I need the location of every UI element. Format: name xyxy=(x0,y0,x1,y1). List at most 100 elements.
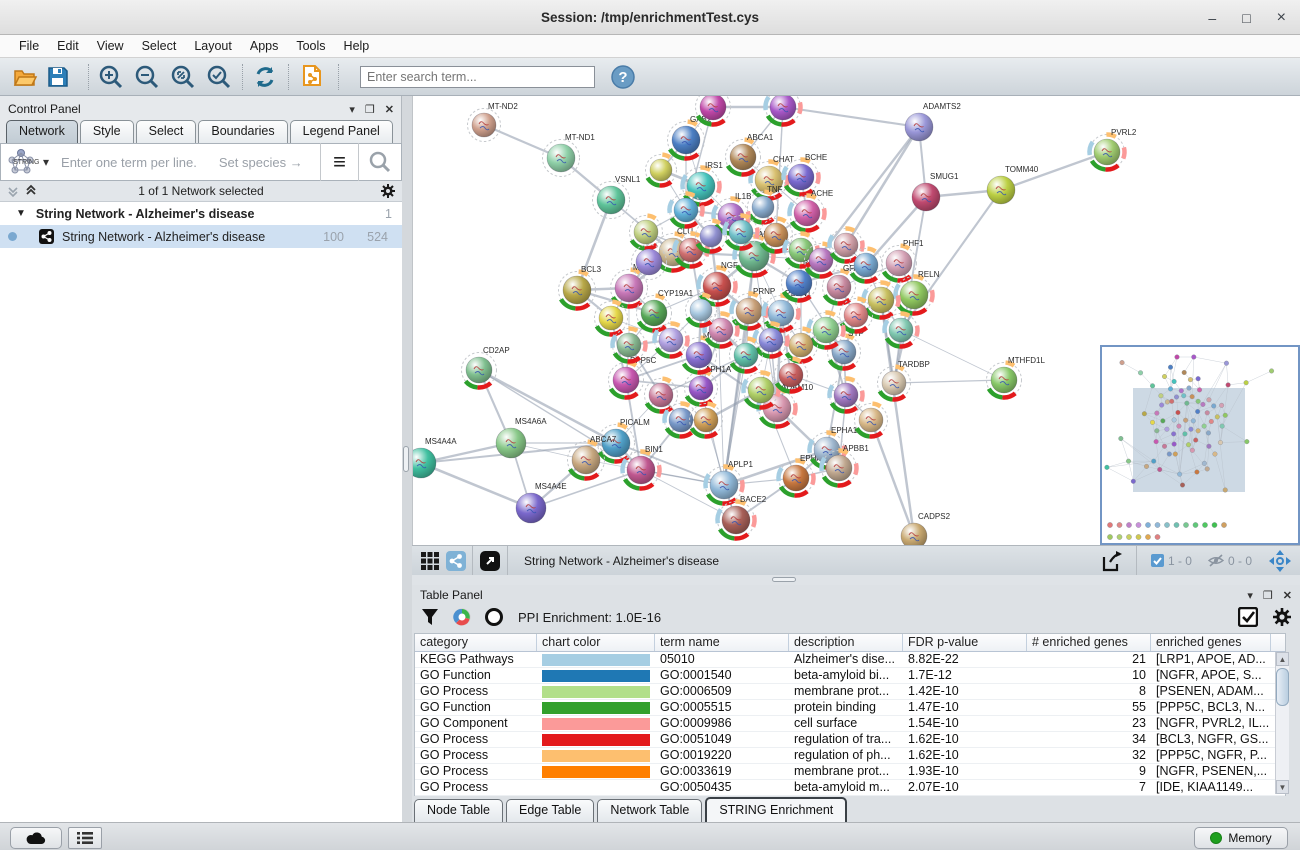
network-node[interactable] xyxy=(652,321,690,359)
network-node[interactable] xyxy=(631,244,667,280)
column-header-chart-color[interactable]: chart color xyxy=(537,634,655,651)
horizontal-splitter[interactable] xyxy=(412,575,1300,585)
network-node[interactable] xyxy=(774,356,808,394)
collection-expander-icon[interactable]: ▼ xyxy=(16,208,26,219)
string-search-icon[interactable] xyxy=(359,151,401,173)
birdseye-view[interactable] xyxy=(1100,345,1300,545)
menu-item-edit[interactable]: Edit xyxy=(57,39,79,53)
network-node[interactable]: SMUG1 xyxy=(911,172,959,212)
network-node[interactable] xyxy=(827,226,865,264)
network-node[interactable]: RELN xyxy=(893,270,940,316)
network-list-gear-icon[interactable] xyxy=(380,183,396,199)
network-node[interactable] xyxy=(695,218,727,254)
network-node[interactable]: ABCA7 xyxy=(567,435,617,481)
tab-legend-panel[interactable]: Legend Panel xyxy=(289,120,393,143)
network-canvas[interactable]: MT-ND2 MT-ND1 VSNL1 GAB2 IRS1 CHAT BCHE ABCA1 TN… xyxy=(412,96,1300,545)
network-node[interactable]: MT-ND2 xyxy=(467,102,519,142)
export-network-icon[interactable] xyxy=(1100,549,1124,573)
table-row[interactable]: GO Function GO:0005515 protein binding 1.47… xyxy=(415,700,1285,716)
enrichment-chart-icon[interactable] xyxy=(452,607,472,627)
tab-network[interactable]: Network xyxy=(6,120,78,143)
column-header-enriched-genes[interactable]: enriched genes xyxy=(1151,634,1271,651)
column-header--enriched-genes[interactable]: # enriched genes xyxy=(1027,634,1151,651)
column-header-fdr-p-value[interactable]: FDR p-value xyxy=(903,634,1027,651)
network-node[interactable] xyxy=(629,213,663,251)
network-node[interactable]: APBB1 xyxy=(819,444,870,488)
network-node[interactable]: CYP19A1 xyxy=(636,289,694,333)
network-share-icon[interactable] xyxy=(446,550,466,571)
table-row[interactable]: GO Process GO:0019220 regulation of ph... 1… xyxy=(415,748,1285,764)
network-node[interactable]: PPP5C xyxy=(608,356,657,400)
menu-item-select[interactable]: Select xyxy=(141,39,177,53)
network-node[interactable] xyxy=(685,292,717,328)
network-node[interactable]: MS4A4A xyxy=(413,437,457,479)
tab-string-enrichment[interactable]: STRING Enrichment xyxy=(705,797,848,822)
grid-view-icon[interactable] xyxy=(420,551,440,571)
network-node[interactable] xyxy=(759,216,793,254)
network-node[interactable]: ADAMTS2 xyxy=(904,102,961,142)
menu-item-tools[interactable]: Tools xyxy=(296,39,326,53)
network-node[interactable] xyxy=(839,296,873,334)
network-node[interactable]: CD2AP xyxy=(461,346,510,390)
menu-item-help[interactable]: Help xyxy=(343,39,370,53)
memory-button[interactable]: Memory xyxy=(1194,827,1288,849)
scroll-down-icon[interactable]: ▼ xyxy=(1276,780,1289,794)
network-node[interactable]: BCHE xyxy=(781,153,828,197)
filter-funnel-icon[interactable] xyxy=(420,607,440,627)
network-node[interactable]: ACHE xyxy=(787,189,834,233)
column-header-term-name[interactable]: term name xyxy=(655,634,789,651)
panel-close-icon[interactable]: ✕ xyxy=(384,103,394,116)
tab-network-table[interactable]: Network Table xyxy=(597,799,703,822)
network-node[interactable] xyxy=(752,321,790,359)
close-button[interactable]: × xyxy=(1276,8,1286,26)
menu-item-file[interactable]: File xyxy=(19,39,40,53)
string-query-placeholder[interactable]: Enter one term per line. xyxy=(61,154,197,170)
column-header-category[interactable]: category xyxy=(415,634,537,651)
table-row[interactable]: GO Process GO:0050435 beta-amyloid m... 2.0… xyxy=(415,780,1285,796)
tab-select[interactable]: Select xyxy=(135,120,197,143)
menu-item-apps[interactable]: Apps xyxy=(249,39,279,53)
network-node[interactable] xyxy=(667,191,705,229)
string-logo-icon[interactable]: STRING xyxy=(5,147,39,177)
select-all-checkbox-icon[interactable] xyxy=(1238,607,1258,627)
network-from-file-icon[interactable] xyxy=(298,63,326,91)
string-source-caret-icon[interactable]: ▾ xyxy=(43,155,50,169)
network-node[interactable]: CHAT xyxy=(748,155,795,201)
network-node[interactable]: PVRL2 xyxy=(1087,128,1137,172)
network-row[interactable]: String Network - Alzheimer's disease 100… xyxy=(0,225,402,248)
network-node[interactable]: MTHFD1L xyxy=(986,356,1046,400)
network-node[interactable] xyxy=(861,280,901,320)
network-node[interactable]: IRS1 xyxy=(680,161,724,207)
network-node[interactable]: VSNL1 xyxy=(592,175,641,219)
save-session-icon[interactable] xyxy=(46,65,70,89)
zoom-out-icon[interactable] xyxy=(134,64,160,90)
network-node[interactable] xyxy=(827,376,865,414)
set-species-hint[interactable]: Set species → xyxy=(218,154,303,170)
open-session-icon[interactable] xyxy=(12,65,38,89)
network-node[interactable]: MT-ND1 xyxy=(542,133,596,177)
apply-layout-icon[interactable] xyxy=(252,64,278,90)
network-node[interactable]: PHF1 xyxy=(881,239,925,283)
network-node[interactable] xyxy=(784,326,818,364)
table-row[interactable]: GO Process GO:0006509 membrane prot... 1.42… xyxy=(415,684,1285,700)
panel-menu-icon[interactable]: ▾ xyxy=(349,103,355,116)
scrollbar-thumb[interactable] xyxy=(1276,668,1289,706)
network-node[interactable] xyxy=(882,311,920,349)
tab-node-table[interactable]: Node Table xyxy=(414,799,504,822)
help-icon[interactable]: ? xyxy=(610,64,636,90)
tab-edge-table[interactable]: Edge Table xyxy=(506,799,595,822)
table-row[interactable]: GO Process GO:0051049 regulation of tra...… xyxy=(415,732,1285,748)
minimize-button[interactable]: – xyxy=(1208,9,1217,26)
zoom-selected-icon[interactable] xyxy=(206,64,232,90)
maximize-button[interactable]: □ xyxy=(1242,9,1251,26)
task-list-button[interactable] xyxy=(68,827,102,849)
network-collection-row[interactable]: ▼ String Network - Alzheimer's disease 1 xyxy=(0,202,402,225)
table-row[interactable]: GO Component GO:0009986 cell surface 1.54E-… xyxy=(415,716,1285,732)
tab-style[interactable]: Style xyxy=(79,120,134,143)
network-node[interactable]: TARDBP xyxy=(877,360,930,402)
network-node[interactable] xyxy=(645,152,677,188)
network-node[interactable] xyxy=(854,401,888,439)
network-node[interactable] xyxy=(729,336,763,374)
network-node[interactable]: BACE2 xyxy=(715,495,767,541)
